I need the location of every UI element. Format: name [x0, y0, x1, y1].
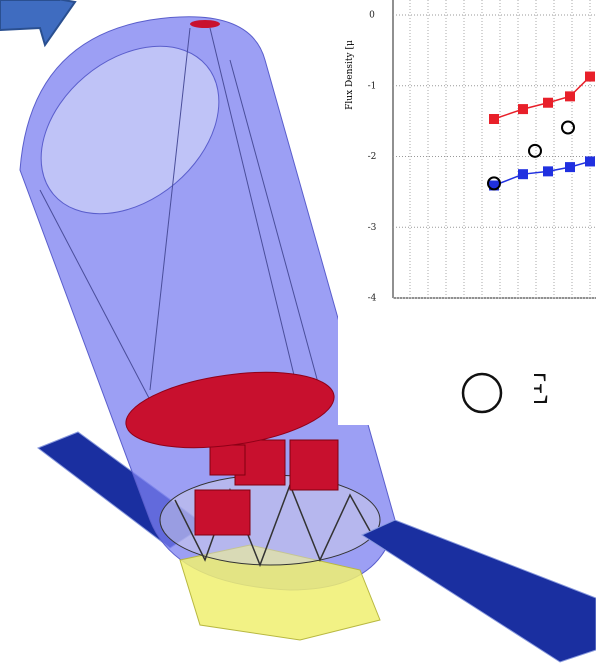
data-point [585, 156, 595, 166]
y-tick-label: -2 [368, 152, 377, 162]
truss-ring [160, 475, 380, 565]
data-point [518, 169, 528, 179]
inset-background [338, 0, 596, 425]
data-point [565, 162, 575, 172]
y-tick-label: 0 [369, 11, 375, 21]
scene: Flux Density [μ O=E 0-1-2-3-4 [0, 0, 596, 666]
data-point [565, 91, 575, 101]
data-point [543, 166, 553, 176]
data-point [543, 98, 553, 108]
solar-panel [362, 520, 596, 662]
y-tick-label: -4 [368, 294, 377, 304]
arrow [0, 0, 75, 45]
data-point [518, 104, 528, 114]
data-point [585, 72, 595, 82]
y-tick-label: -1 [368, 81, 377, 91]
y-tick-label: -3 [368, 223, 377, 233]
data-point [489, 114, 499, 124]
secondary-mirror [190, 20, 220, 28]
y-axis-label: Flux Density [μ [345, 40, 355, 110]
